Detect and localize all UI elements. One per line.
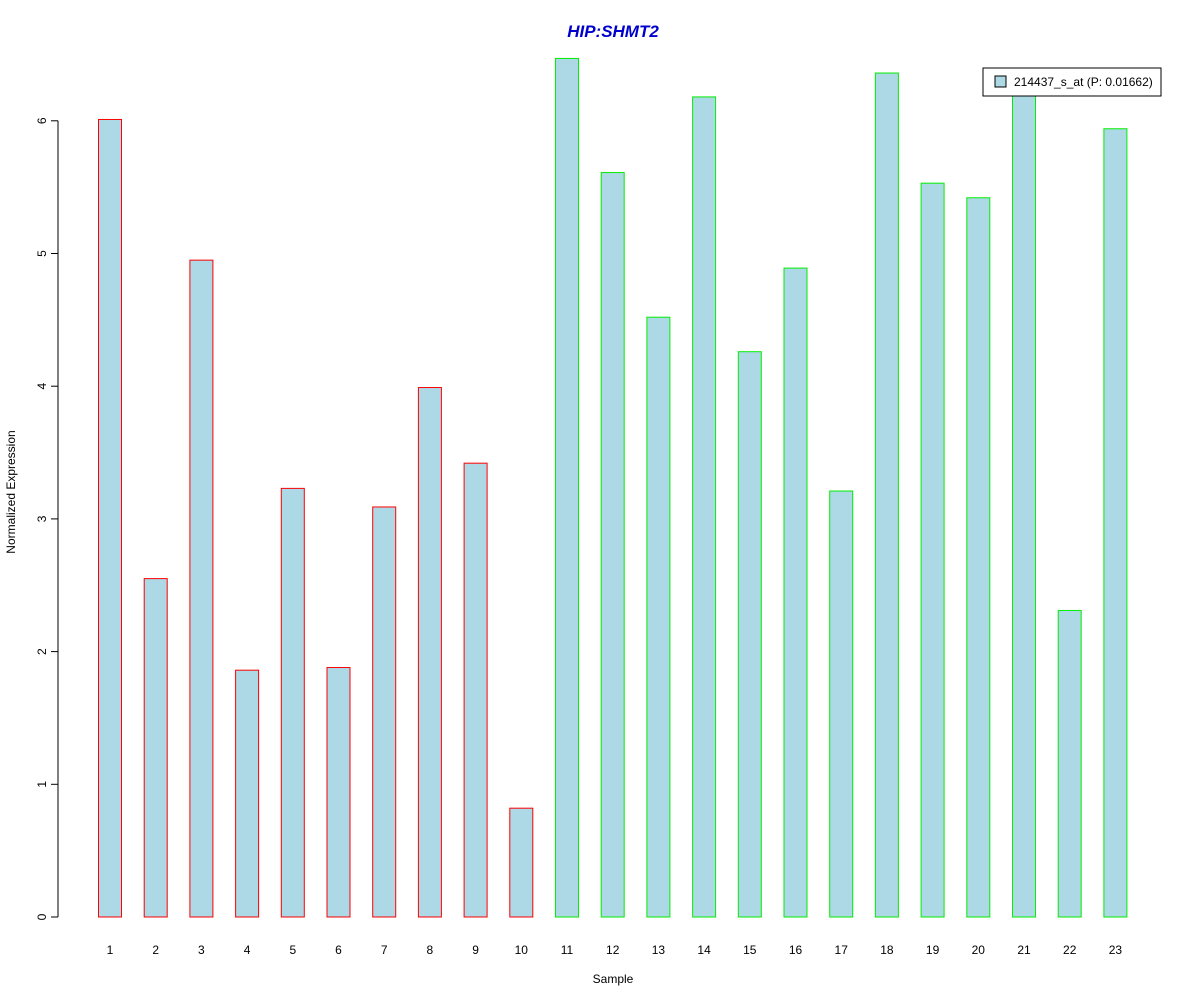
y-tick-label: 5 (35, 250, 49, 257)
x-axis-label: Sample (593, 972, 634, 986)
y-tick-label: 1 (35, 781, 49, 788)
bar-sample-15 (737, 351, 762, 918)
x-tick-label: 19 (926, 943, 940, 957)
bar-sample-19 (920, 182, 945, 918)
x-tick-label: 18 (880, 943, 894, 957)
bar-sample-7 (372, 506, 397, 918)
bar-sample-5 (280, 487, 305, 918)
bar-sample-3 (189, 259, 214, 918)
legend-label: 214437_s_at (P: 0.01662) (1014, 75, 1153, 89)
legend-box (982, 67, 1162, 97)
x-tick-label: 4 (244, 943, 251, 957)
legend-swatch (994, 75, 1007, 88)
y-tick-label: 4 (35, 383, 49, 390)
x-tick-label: 10 (515, 943, 529, 957)
chart-title: HIP:SHMT2 (567, 22, 659, 41)
x-tick-label: 9 (472, 943, 479, 957)
bar-sample-6 (326, 667, 351, 918)
bar-sample-23 (1103, 128, 1128, 918)
bar-sample-9 (463, 462, 488, 918)
x-tick-label: 7 (381, 943, 388, 957)
y-tick-label: 3 (35, 515, 49, 522)
bar-sample-12 (600, 172, 625, 918)
bar-sample-10 (509, 807, 534, 918)
bar-sample-8 (417, 387, 442, 918)
x-tick-label: 2 (152, 943, 159, 957)
x-tick-label: 5 (289, 943, 296, 957)
bar-sample-22 (1057, 609, 1082, 918)
legend: 214437_s_at (P: 0.01662) (982, 67, 1162, 97)
x-tick-label: 11 (561, 943, 574, 957)
x-tick-label: 21 (1017, 943, 1031, 957)
y-tick-label: 2 (35, 648, 49, 655)
x-tick-label: 12 (606, 943, 620, 957)
x-tick-label: 15 (743, 943, 757, 957)
y-tick-label: 0 (35, 913, 49, 920)
x-tick-label: 1 (107, 943, 114, 957)
bar-sample-2 (143, 578, 168, 918)
x-tick-label: 13 (652, 943, 666, 957)
x-tick-label: 17 (835, 943, 849, 957)
bar-sample-4 (235, 669, 260, 918)
x-tick-label: 16 (789, 943, 803, 957)
bar-sample-11 (555, 57, 579, 918)
y-axis-label: Normalized Expression (4, 430, 18, 553)
bar-sample-17 (829, 490, 854, 918)
x-tick-label: 20 (972, 943, 986, 957)
bar-sample-14 (692, 96, 717, 918)
bar-sample-18 (874, 72, 899, 918)
x-tick-label: 3 (198, 943, 205, 957)
bar-sample-1 (98, 118, 122, 918)
bar-sample-13 (646, 316, 671, 918)
y-axis: 0 1 2 3 4 5 6 (35, 117, 59, 920)
x-tick-label: 14 (697, 943, 711, 957)
bar-sample-16 (783, 267, 808, 918)
x-tick-label: 8 (427, 943, 434, 957)
bars-group (98, 57, 1128, 918)
x-tick-label: 22 (1063, 943, 1077, 957)
bar-sample-21 (1012, 91, 1036, 918)
x-tick-labels: 1 2 3 4 5 6 7 8 9 10 11 12 13 14 15 16 17 18 19 20 21 22 23 (107, 943, 1123, 957)
x-tick-label: 6 (335, 943, 342, 957)
bar-sample-20 (966, 197, 991, 918)
x-tick-label: 23 (1109, 943, 1123, 957)
y-tick-label: 6 (35, 117, 49, 124)
